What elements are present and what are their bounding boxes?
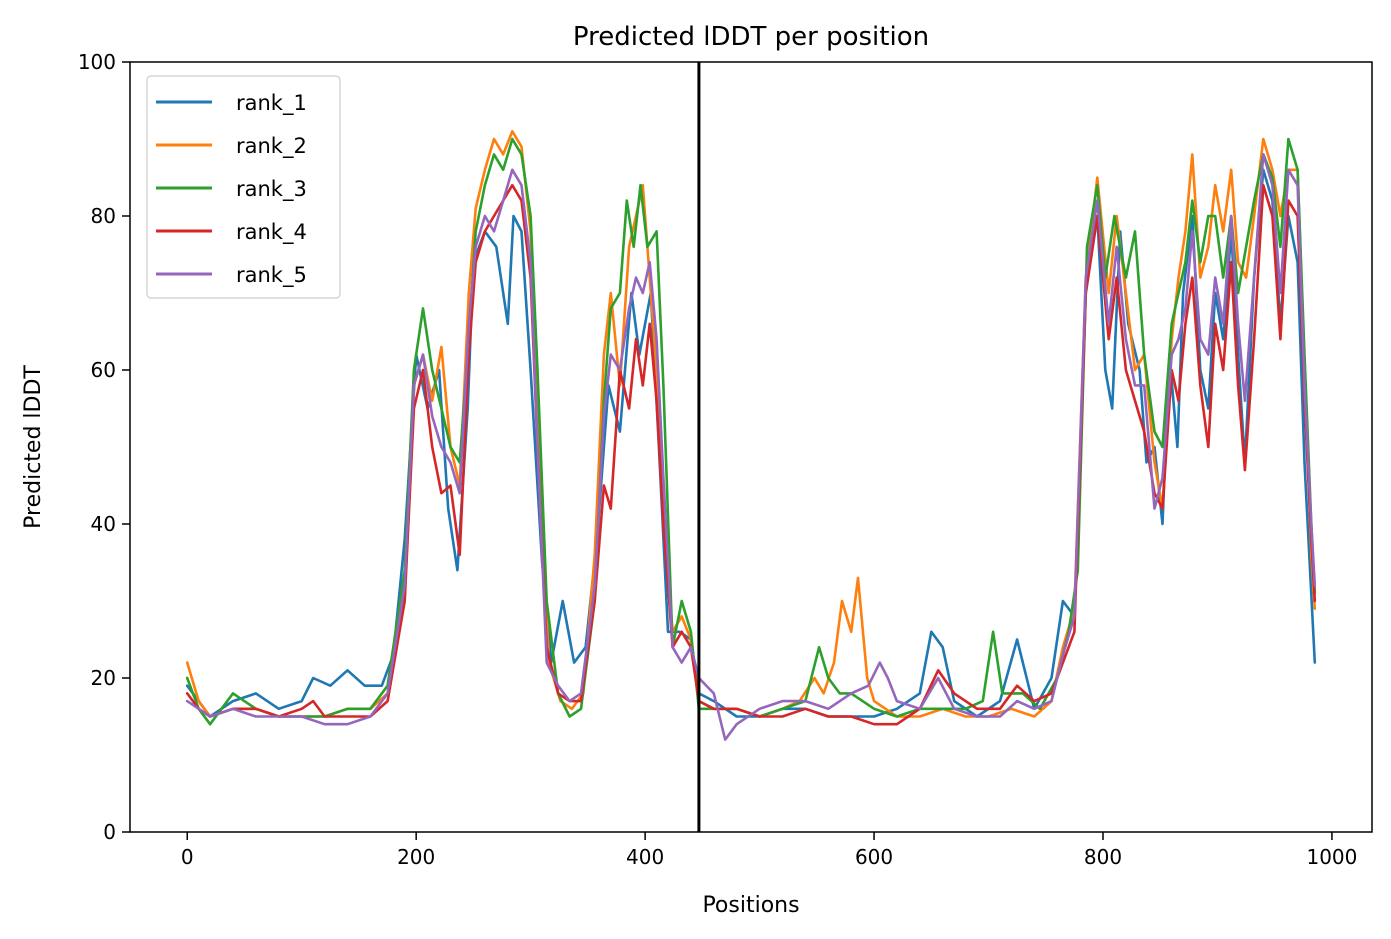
plot-frame [129, 61, 1373, 833]
legend: rank_1 rank_2 rank_3 rank_4 rank_5 [146, 75, 341, 299]
legend-label-rank-3: rank_3 [236, 177, 307, 202]
series-line-rank-3 [185, 137, 1317, 726]
y-axis-title: Predicted lDDT [21, 365, 46, 529]
legend-box [146, 75, 341, 299]
x-tick-label: 600 [855, 845, 893, 869]
legend-label-rank-4: rank_4 [236, 220, 307, 245]
y-tick-label: 80 [91, 204, 116, 228]
y-tick-label: 40 [91, 512, 116, 536]
x-tick-label: 200 [397, 845, 435, 869]
y-tick-label: 100 [78, 50, 116, 74]
x-axis: 0 200 400 600 800 1000 [181, 832, 1357, 869]
x-tick-label: 1000 [1306, 845, 1357, 869]
series-line-rank-4 [185, 183, 1317, 726]
x-tick-label: 0 [181, 845, 194, 869]
chart-title: Predicted lDDT per position [573, 22, 929, 52]
x-tick-label: 800 [1084, 845, 1122, 869]
y-tick-label: 0 [103, 820, 116, 844]
series-line-rank-5 [185, 153, 1317, 741]
series-layer [185, 130, 1317, 741]
legend-label-rank-1: rank_1 [236, 91, 307, 116]
y-tick-label: 60 [91, 358, 116, 382]
legend-label-rank-2: rank_2 [236, 134, 307, 159]
y-tick-label: 20 [91, 666, 116, 690]
x-axis-title: Positions [702, 893, 799, 918]
legend-label-rank-5: rank_5 [236, 263, 307, 288]
y-axis: 0 20 40 60 80 100 [78, 50, 130, 844]
x-tick-label: 400 [626, 845, 664, 869]
